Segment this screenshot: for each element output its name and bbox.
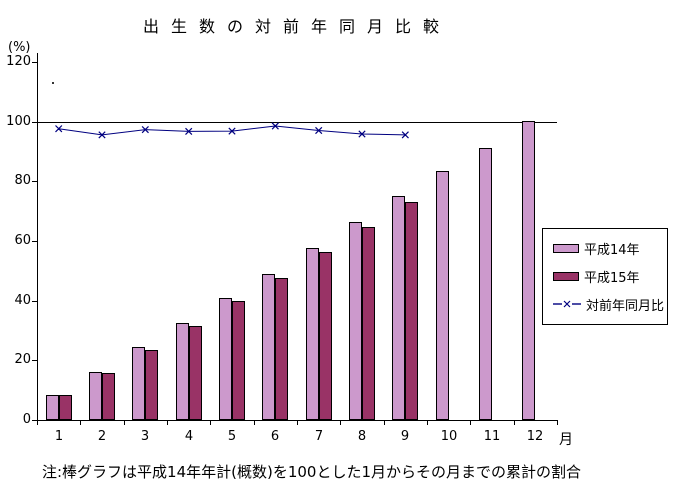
bar-平成14年-month-12 [522,121,535,420]
y-tick-label: 100 [6,114,31,129]
x-axis-tick [124,420,125,425]
bar-平成15年-month-8 [362,227,375,420]
y-axis-tick [32,360,37,361]
bar-平成15年-month-6 [275,278,288,420]
legend-swatch-line [553,300,581,308]
x-axis-tick [210,420,211,425]
y-axis-unit-label: (%) [8,40,31,55]
x-axis-tick [384,420,385,425]
bar-平成15年-month-2 [102,373,115,420]
stray-dot [52,82,54,84]
bar-平成14年-month-8 [349,222,362,420]
bar-平成14年-month-10 [436,171,449,420]
y-tick-label: 0 [22,412,31,427]
y-tick-label: 20 [14,352,31,367]
bar-平成15年-month-1 [59,395,72,420]
x-axis-unit-label: 月 [559,432,573,448]
bar-平成14年-month-1 [46,395,59,420]
x-axis-tick [427,420,428,425]
line-markers-対前年同月比 [55,122,409,139]
y-tick-label: 120 [6,54,31,69]
y-axis-tick [32,122,37,123]
x-tick-label: 8 [357,429,367,444]
x-tick-label: 3 [140,429,150,444]
x-tick-label: 12 [526,429,544,444]
legend-item-0: 平成14年 [553,239,667,258]
bar-平成15年-month-3 [145,350,158,420]
x-tick-label: 11 [483,429,501,444]
y-tick-label: 40 [14,293,31,308]
legend-swatch-bar [553,271,579,281]
x-axis-tick [557,420,558,425]
legend-label: 対前年同月比 [586,298,665,314]
bar-平成14年-month-3 [132,347,145,420]
x-axis-tick [80,420,81,425]
bar-平成14年-month-2 [89,372,102,420]
bar-平成14年-month-4 [176,323,189,420]
x-tick-label: 9 [400,429,410,444]
x-axis-tick [254,420,255,425]
x-tick-label: 1 [54,429,64,444]
y-axis-line [37,53,38,425]
bar-平成14年-month-9 [392,196,405,420]
x-tick-label: 4 [184,429,194,444]
bar-平成15年-month-7 [319,252,332,420]
line-対前年同月比 [58,125,406,136]
bar-平成14年-month-7 [306,248,319,420]
chart-title: 出生数の対前年同月比較 [142,17,451,36]
x-axis-tick [514,420,515,425]
bar-平成15年-month-9 [405,202,418,420]
x-tick-label: 6 [270,429,280,444]
footnote: 注:棒グラフは平成14年年計(概数)を100とした1月からその月までの累計の割合 [42,463,582,481]
x-axis-tick [37,420,38,425]
bar-平成14年-month-11 [479,148,492,420]
y-axis-tick [32,181,37,182]
y-axis-tick [32,420,37,421]
legend-item-1: 平成15年 [553,267,667,286]
y-axis-tick [32,62,37,63]
bar-平成14年-month-5 [219,298,232,420]
x-tick-label: 2 [97,429,107,444]
x-axis-tick [470,420,471,425]
x-tick-label: 5 [227,429,237,444]
legend-label: 平成14年 [584,243,640,259]
y-axis-tick [32,301,37,302]
reference-line-100 [37,122,557,123]
x-axis-tick [167,420,168,425]
x-tick-label: 10 [440,429,458,444]
bar-平成15年-month-5 [232,301,245,420]
y-tick-label: 80 [14,173,31,188]
y-tick-label: 60 [14,233,31,248]
x-axis-tick [297,420,298,425]
legend-box: 平成14年平成15年対前年同月比 [542,228,668,325]
legend-swatch-bar [553,244,579,254]
bar-平成15年-month-4 [189,326,202,420]
x-axis-tick [340,420,341,425]
legend-item-2: 対前年同月比 [553,295,667,314]
x-tick-label: 7 [314,429,324,444]
legend-label: 平成15年 [584,270,640,286]
bar-平成14年-month-6 [262,274,275,420]
y-axis-tick [32,241,37,242]
